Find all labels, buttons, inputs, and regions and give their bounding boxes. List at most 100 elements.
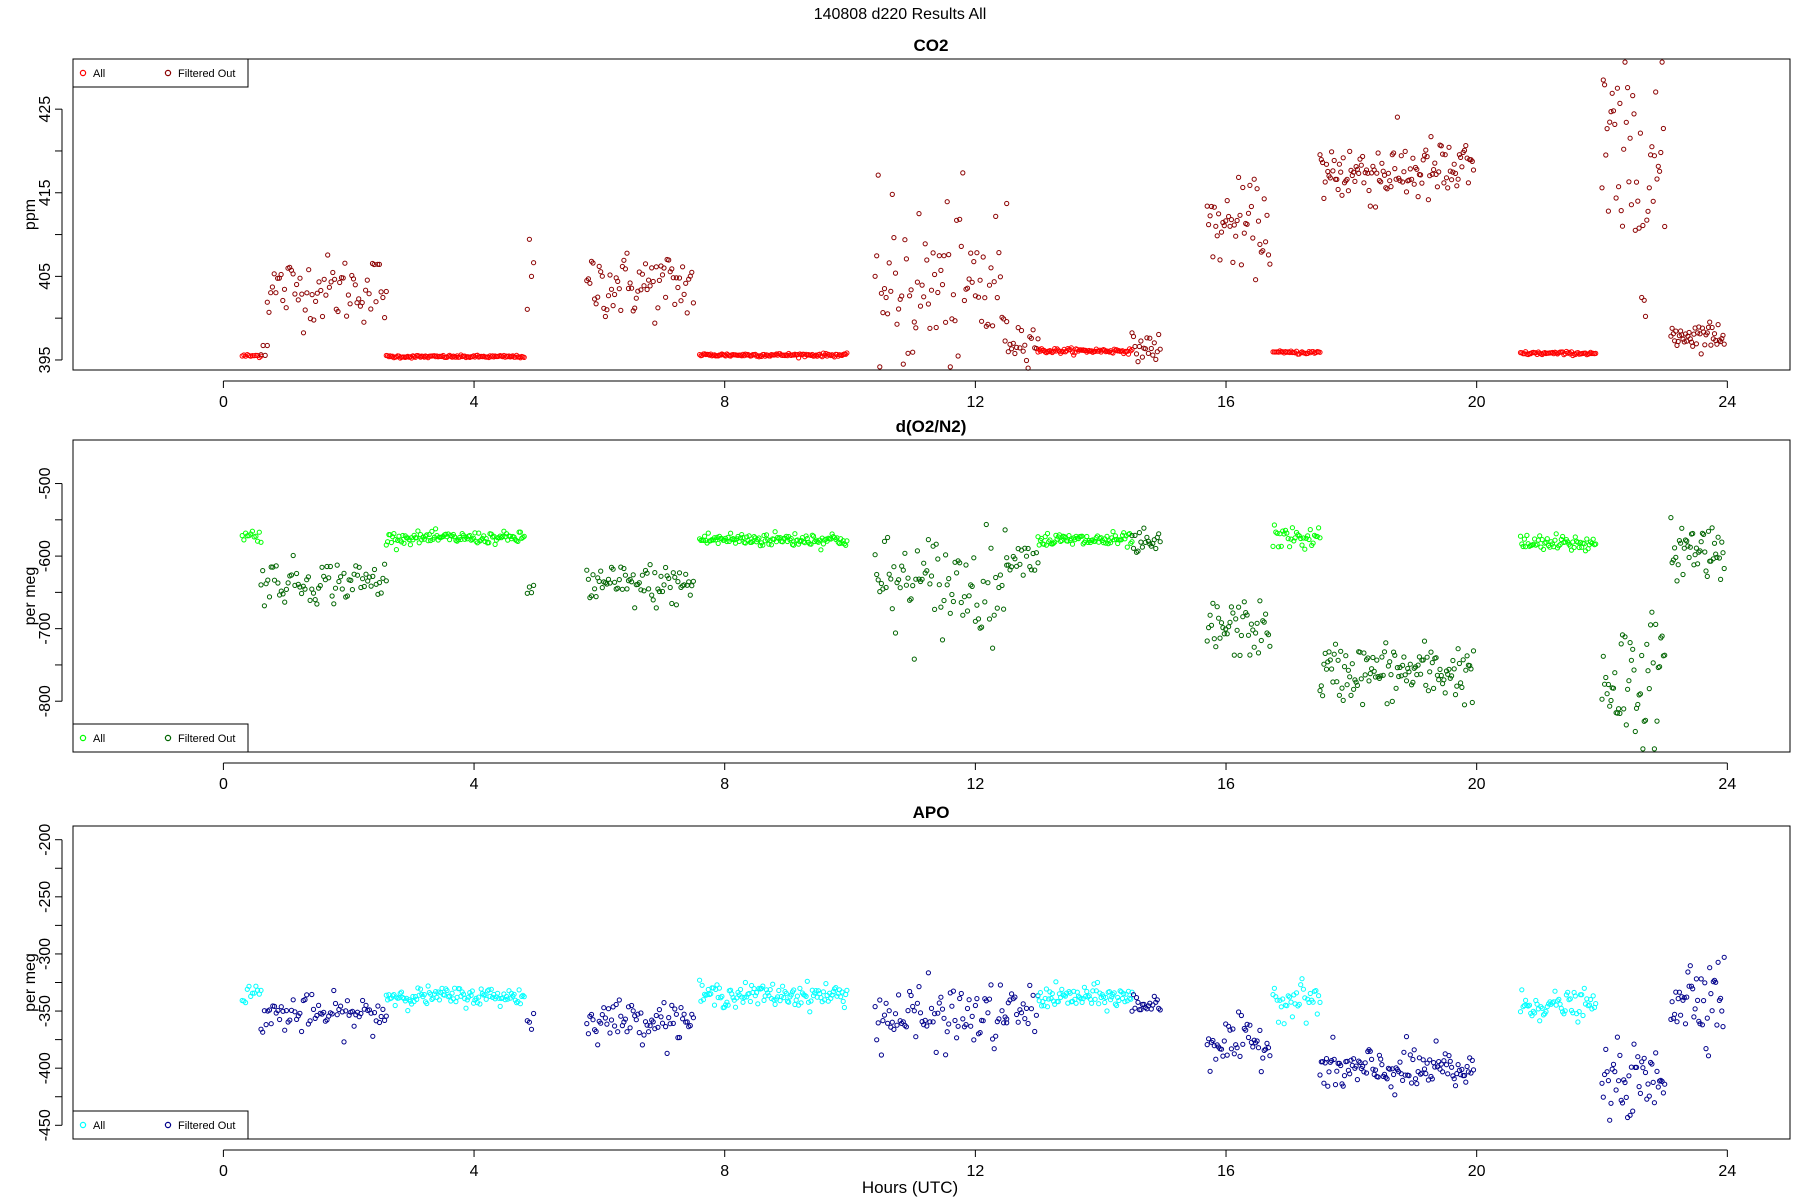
data-point — [1668, 515, 1674, 521]
data-point — [975, 616, 982, 622]
data-point — [1010, 340, 1016, 346]
data-point — [905, 575, 911, 581]
data-point — [914, 279, 921, 285]
data-point — [415, 528, 421, 534]
data-point — [592, 586, 598, 592]
data-point — [1684, 338, 1690, 344]
data-point — [667, 584, 673, 591]
data-point — [1156, 531, 1162, 537]
data-point — [376, 1019, 383, 1026]
data-point — [1704, 1015, 1710, 1021]
data-point — [1692, 552, 1698, 558]
data-point — [921, 1022, 927, 1028]
data-point — [927, 1019, 933, 1025]
data-point — [1243, 1027, 1249, 1033]
data-point — [1228, 1046, 1235, 1052]
data-point — [875, 577, 881, 583]
data-point — [1348, 1057, 1354, 1063]
legend-marker — [79, 69, 87, 77]
data-point — [655, 305, 661, 311]
data-point — [1030, 550, 1036, 557]
data-point — [1357, 1059, 1363, 1066]
data-point — [283, 305, 289, 311]
data-point — [1658, 149, 1664, 156]
data-point — [1017, 345, 1023, 351]
data-point — [627, 280, 633, 286]
data-point — [911, 1008, 917, 1014]
data-point — [1588, 996, 1594, 1003]
data-point — [1407, 166, 1413, 172]
data-point — [1424, 154, 1430, 160]
data-point — [1320, 1059, 1326, 1065]
data-point — [1002, 338, 1008, 344]
data-point — [772, 1001, 778, 1008]
data-point — [647, 562, 653, 568]
data-point — [1153, 545, 1159, 552]
x-tick-label: 12 — [966, 394, 984, 411]
data-point — [1025, 545, 1031, 552]
data-point — [652, 570, 658, 576]
data-point — [316, 279, 322, 285]
data-point — [526, 584, 533, 590]
data-point — [1567, 996, 1573, 1002]
data-point — [273, 563, 279, 569]
data-point — [636, 1030, 642, 1036]
legend-o2n2: All Filtered Out — [72, 723, 249, 753]
data-point — [681, 291, 687, 297]
data-point — [1139, 544, 1146, 550]
data-point — [1469, 1057, 1475, 1064]
data-point — [1433, 655, 1439, 661]
data-point — [1628, 657, 1635, 663]
data-point — [1247, 652, 1253, 658]
data-point — [1089, 1000, 1095, 1006]
data-point — [261, 1008, 267, 1014]
data-point — [622, 1016, 629, 1022]
data-point — [331, 987, 337, 994]
data-point — [449, 990, 455, 996]
data-point — [935, 289, 941, 296]
data-point — [1523, 997, 1529, 1004]
data-point — [610, 1004, 616, 1010]
data-point — [958, 243, 964, 249]
data-point — [1331, 651, 1337, 657]
data-point — [1220, 625, 1226, 631]
data-point — [1447, 1058, 1453, 1064]
data-point — [1711, 540, 1718, 546]
data-point — [964, 285, 971, 291]
data-point — [531, 260, 537, 266]
data-point — [1709, 525, 1715, 531]
data-point — [1622, 634, 1628, 640]
data-point — [1421, 638, 1428, 644]
data-point — [1206, 222, 1212, 228]
data-point — [969, 1013, 975, 1020]
data-point — [960, 1016, 966, 1022]
data-point — [457, 986, 463, 992]
data-point — [1588, 539, 1594, 545]
data-point — [791, 542, 797, 548]
data-point — [910, 1003, 916, 1010]
data-point — [1264, 1040, 1270, 1047]
data-point — [1223, 218, 1229, 224]
data-point — [392, 1002, 398, 1009]
data-point — [488, 986, 494, 992]
data-point — [910, 349, 916, 355]
data-point — [363, 571, 369, 577]
data-point — [1672, 1011, 1678, 1017]
data-point — [1236, 1009, 1242, 1015]
legend-co2: All Filtered Out — [72, 58, 249, 88]
data-point — [397, 990, 403, 996]
data-point — [808, 541, 814, 547]
data-point — [616, 286, 622, 292]
data-point — [982, 295, 988, 301]
data-point — [1251, 1037, 1257, 1043]
data-point — [829, 531, 835, 537]
data-point — [1361, 650, 1367, 656]
data-point — [1278, 1004, 1284, 1010]
data-point — [342, 260, 348, 266]
data-point — [471, 535, 477, 541]
data-point — [1130, 333, 1137, 340]
data-point — [429, 528, 435, 535]
data-point — [1455, 646, 1461, 652]
data-point — [1361, 1069, 1367, 1075]
